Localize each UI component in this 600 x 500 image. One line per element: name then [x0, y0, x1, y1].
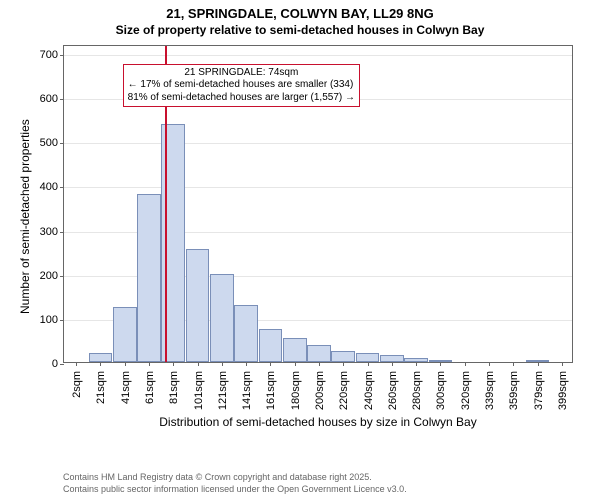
gridline	[64, 143, 572, 144]
histogram-bar	[186, 249, 210, 362]
x-tick-mark	[368, 362, 369, 366]
y-tick-mark	[60, 320, 64, 321]
x-tick-label: 121sqm	[217, 371, 229, 410]
x-tick-label: 280sqm	[411, 371, 423, 410]
histogram-bar	[307, 345, 331, 362]
x-tick-label: 220sqm	[338, 371, 350, 410]
gridline	[64, 55, 572, 56]
x-tick-label: 359sqm	[508, 371, 520, 410]
footer-line1: Contains HM Land Registry data © Crown c…	[63, 472, 407, 484]
histogram-bar	[210, 274, 234, 362]
x-tick-mark	[319, 362, 320, 366]
x-tick-label: 141sqm	[241, 371, 253, 410]
y-tick-mark	[60, 276, 64, 277]
x-tick-label: 21sqm	[95, 371, 107, 404]
x-tick-mark	[76, 362, 77, 366]
chart-plot-area: 010020030040050060070021 SPRINGDALE: 74s…	[63, 45, 573, 363]
histogram-bar	[234, 305, 258, 362]
x-tick-mark	[562, 362, 563, 366]
x-tick-mark	[173, 362, 174, 366]
x-tick-mark	[246, 362, 247, 366]
histogram-bar	[356, 353, 380, 362]
x-tick-label: 240sqm	[363, 371, 375, 410]
x-tick-label: 41sqm	[120, 371, 132, 404]
chart-title-line1: 21, SPRINGDALE, COLWYN BAY, LL29 8NG	[0, 0, 600, 21]
x-tick-label: 61sqm	[144, 371, 156, 404]
x-tick-label: 2sqm	[71, 371, 83, 398]
x-tick-mark	[222, 362, 223, 366]
histogram-bar	[259, 329, 283, 362]
histogram-bar	[113, 307, 137, 362]
footer-line2: Contains public sector information licen…	[63, 484, 407, 496]
x-tick-label: 101sqm	[193, 371, 205, 410]
x-tick-label: 300sqm	[435, 371, 447, 410]
x-tick-mark	[392, 362, 393, 366]
y-tick-label: 0	[52, 358, 58, 370]
x-tick-label: 339sqm	[484, 371, 496, 410]
y-tick-label: 700	[40, 49, 58, 61]
y-tick-label: 400	[40, 181, 58, 193]
x-axis-label: Distribution of semi-detached houses by …	[63, 415, 573, 429]
x-tick-label: 260sqm	[387, 371, 399, 410]
x-tick-mark	[538, 362, 539, 366]
x-tick-mark	[125, 362, 126, 366]
x-tick-mark	[489, 362, 490, 366]
y-axis-label: Number of semi-detached properties	[18, 119, 32, 314]
x-tick-label: 81sqm	[168, 371, 180, 404]
y-tick-label: 200	[40, 270, 58, 282]
y-tick-label: 600	[40, 93, 58, 105]
y-tick-mark	[60, 99, 64, 100]
x-tick-label: 320sqm	[460, 371, 472, 410]
x-tick-mark	[295, 362, 296, 366]
x-tick-label: 399sqm	[557, 371, 569, 410]
chart-title-line2: Size of property relative to semi-detach…	[0, 21, 600, 37]
x-tick-mark	[149, 362, 150, 366]
y-tick-mark	[60, 143, 64, 144]
x-tick-label: 379sqm	[533, 371, 545, 410]
x-tick-mark	[513, 362, 514, 366]
y-tick-label: 500	[40, 137, 58, 149]
histogram-bar	[331, 351, 355, 362]
y-tick-mark	[60, 55, 64, 56]
annotation-line: ← 17% of semi-detached houses are smalle…	[128, 79, 355, 92]
y-tick-mark	[60, 364, 64, 365]
x-tick-mark	[343, 362, 344, 366]
gridline	[64, 187, 572, 188]
x-tick-mark	[270, 362, 271, 366]
attribution-footer: Contains HM Land Registry data © Crown c…	[63, 472, 407, 495]
x-tick-mark	[198, 362, 199, 366]
x-tick-label: 180sqm	[290, 371, 302, 410]
x-tick-label: 161sqm	[265, 371, 277, 410]
x-tick-label: 200sqm	[314, 371, 326, 410]
y-tick-label: 100	[40, 314, 58, 326]
annotation-line: 81% of semi-detached houses are larger (…	[128, 92, 355, 105]
histogram-bar	[137, 194, 161, 362]
annotation-line: 21 SPRINGDALE: 74sqm	[128, 67, 355, 80]
x-tick-mark	[465, 362, 466, 366]
y-tick-mark	[60, 187, 64, 188]
annotation-box: 21 SPRINGDALE: 74sqm← 17% of semi-detach…	[123, 64, 360, 108]
y-tick-label: 300	[40, 226, 58, 238]
x-tick-mark	[100, 362, 101, 366]
histogram-bar	[89, 353, 113, 362]
x-tick-mark	[416, 362, 417, 366]
histogram-bar	[283, 338, 307, 362]
y-tick-mark	[60, 232, 64, 233]
x-tick-mark	[440, 362, 441, 366]
histogram-bar	[380, 355, 404, 362]
